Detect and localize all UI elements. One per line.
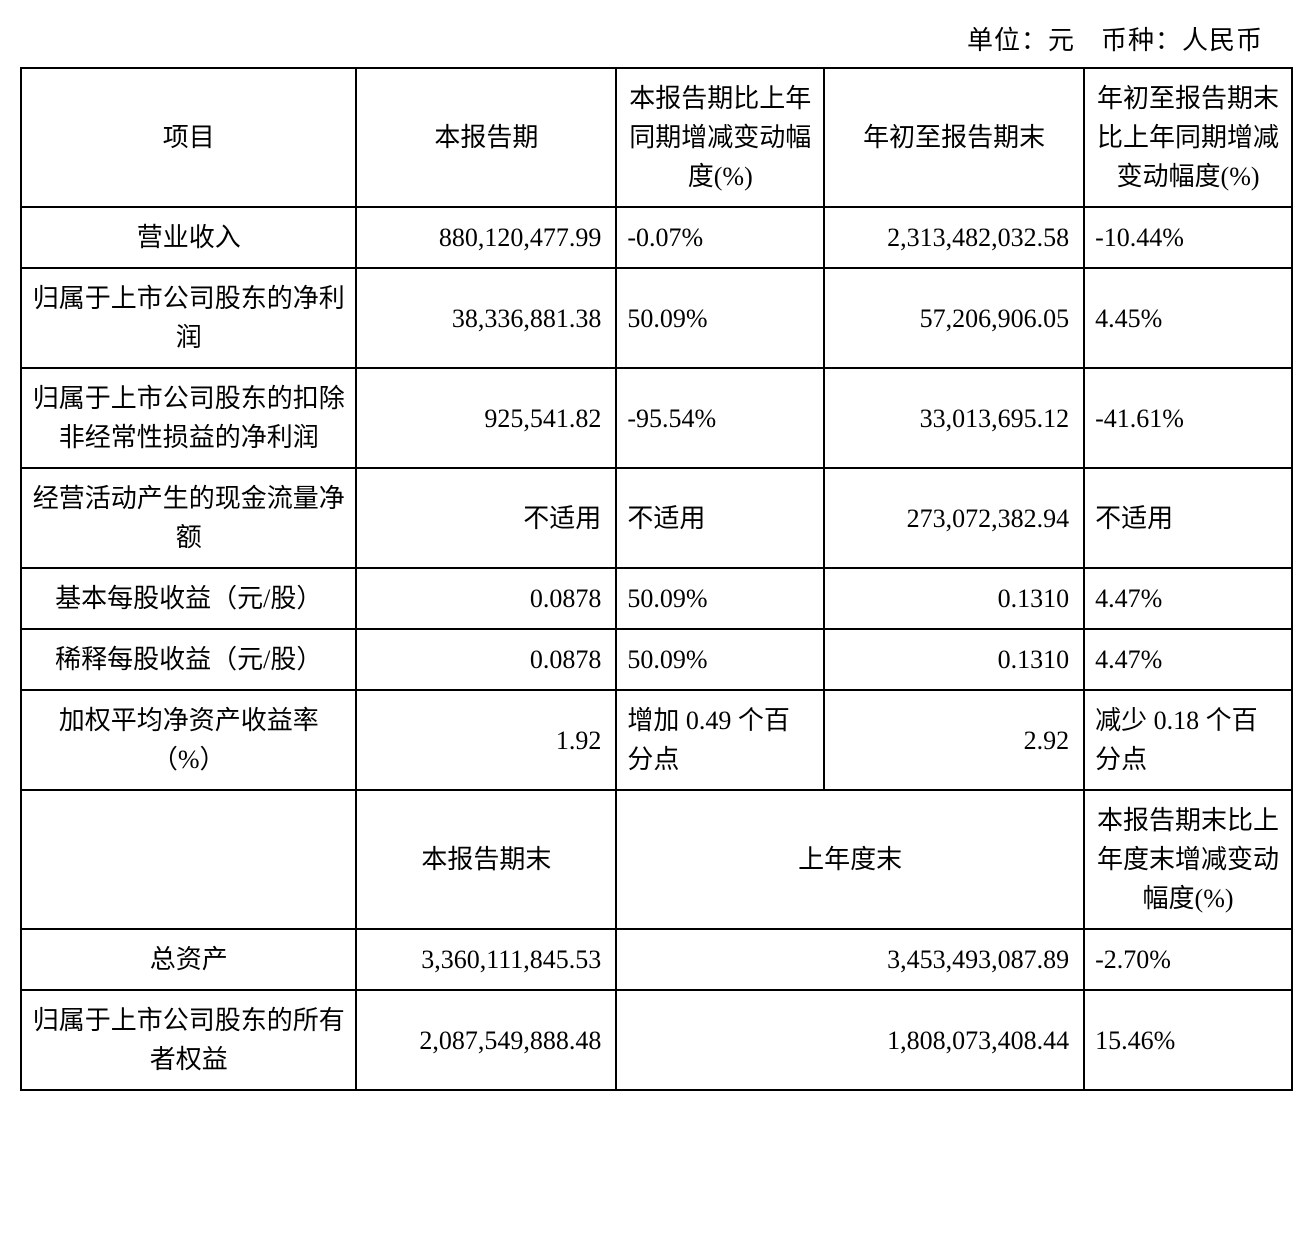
cell-end-change: -2.70% xyxy=(1084,929,1292,990)
cell-item: 营业收入 xyxy=(21,207,356,268)
cell-ytd-value: 57,206,906.05 xyxy=(824,268,1084,368)
cell-period-value: 1.92 xyxy=(356,690,616,790)
cell-period-value: 不适用 xyxy=(356,468,616,568)
cell-item: 归属于上市公司股东的所有者权益 xyxy=(21,990,356,1090)
cell-period-value: 0.0878 xyxy=(356,568,616,629)
table-row: 归属于上市公司股东的扣除非经常性损益的净利润925,541.82-95.54%3… xyxy=(21,368,1292,468)
currency-label: 币种：人民币 xyxy=(1101,26,1263,55)
cell-ytd-change: 不适用 xyxy=(1084,468,1292,568)
cell-ytd-value: 273,072,382.94 xyxy=(824,468,1084,568)
cell-period-change: -0.07% xyxy=(616,207,824,268)
cell-ytd-change: 减少 0.18 个百分点 xyxy=(1084,690,1292,790)
cell-period-change: -95.54% xyxy=(616,368,824,468)
table-row: 稀释每股收益（元/股）0.087850.09%0.13104.47% xyxy=(21,629,1292,690)
cell-period-end-value: 3,360,111,845.53 xyxy=(356,929,616,990)
header-row-2: 本报告期末上年度末本报告期末比上年度末增减变动幅度(%) xyxy=(21,790,1292,929)
col-header-prev-year-end: 上年度末 xyxy=(616,790,1084,929)
col-header-item: 项目 xyxy=(21,68,356,207)
cell-ytd-value: 33,013,695.12 xyxy=(824,368,1084,468)
cell-ytd-change: -10.44% xyxy=(1084,207,1292,268)
unit-label: 单位：元 xyxy=(967,26,1075,55)
cell-ytd-change: 4.47% xyxy=(1084,568,1292,629)
cell-period-change: 50.09% xyxy=(616,568,824,629)
cell-item: 稀释每股收益（元/股） xyxy=(21,629,356,690)
table-container: 单位：元币种：人民币 项目本报告期本报告期比上年同期增减变动幅度(%)年初至报告… xyxy=(20,20,1293,1091)
cell-ytd-change: 4.47% xyxy=(1084,629,1292,690)
table-row: 经营活动产生的现金流量净额不适用不适用273,072,382.94不适用 xyxy=(21,468,1292,568)
cell-ytd-change: 4.45% xyxy=(1084,268,1292,368)
table-row: 归属于上市公司股东的净利润38,336,881.3850.09%57,206,9… xyxy=(21,268,1292,368)
col-header-end-change: 本报告期末比上年度末增减变动幅度(%) xyxy=(1084,790,1292,929)
cell-period-value: 38,336,881.38 xyxy=(356,268,616,368)
cell-ytd-value: 0.1310 xyxy=(824,568,1084,629)
col-header-blank xyxy=(21,790,356,929)
cell-end-change: 15.46% xyxy=(1084,990,1292,1090)
cell-ytd-value: 2,313,482,032.58 xyxy=(824,207,1084,268)
header-row-1: 项目本报告期本报告期比上年同期增减变动幅度(%)年初至报告期末年初至报告期末比上… xyxy=(21,68,1292,207)
cell-period-value: 880,120,477.99 xyxy=(356,207,616,268)
cell-period-change: 不适用 xyxy=(616,468,824,568)
col-header-period-change: 本报告期比上年同期增减变动幅度(%) xyxy=(616,68,824,207)
cell-item: 经营活动产生的现金流量净额 xyxy=(21,468,356,568)
cell-period-change: 50.09% xyxy=(616,268,824,368)
table-row: 总资产3,360,111,845.533,453,493,087.89-2.70… xyxy=(21,929,1292,990)
cell-prev-year-end-value: 1,808,073,408.44 xyxy=(616,990,1084,1090)
cell-ytd-value: 0.1310 xyxy=(824,629,1084,690)
cell-item: 归属于上市公司股东的净利润 xyxy=(21,268,356,368)
cell-item: 归属于上市公司股东的扣除非经常性损益的净利润 xyxy=(21,368,356,468)
cell-item: 基本每股收益（元/股） xyxy=(21,568,356,629)
cell-ytd-value: 2.92 xyxy=(824,690,1084,790)
table-row: 基本每股收益（元/股）0.087850.09%0.13104.47% xyxy=(21,568,1292,629)
cell-period-change: 50.09% xyxy=(616,629,824,690)
cell-period-end-value: 2,087,549,888.48 xyxy=(356,990,616,1090)
cell-period-value: 0.0878 xyxy=(356,629,616,690)
col-header-period: 本报告期 xyxy=(356,68,616,207)
cell-prev-year-end-value: 3,453,493,087.89 xyxy=(616,929,1084,990)
cell-period-change: 增加 0.49 个百分点 xyxy=(616,690,824,790)
table-row: 加权平均净资产收益率（%）1.92增加 0.49 个百分点2.92减少 0.18… xyxy=(21,690,1292,790)
financial-table: 项目本报告期本报告期比上年同期增减变动幅度(%)年初至报告期末年初至报告期末比上… xyxy=(20,67,1293,1091)
cell-ytd-change: -41.61% xyxy=(1084,368,1292,468)
cell-item: 总资产 xyxy=(21,929,356,990)
col-header-period-end: 本报告期末 xyxy=(356,790,616,929)
col-header-ytd: 年初至报告期末 xyxy=(824,68,1084,207)
table-row: 归属于上市公司股东的所有者权益2,087,549,888.481,808,073… xyxy=(21,990,1292,1090)
col-header-ytd-change: 年初至报告期末比上年同期增减变动幅度(%) xyxy=(1084,68,1292,207)
table-row: 营业收入880,120,477.99-0.07%2,313,482,032.58… xyxy=(21,207,1292,268)
cell-period-value: 925,541.82 xyxy=(356,368,616,468)
cell-item: 加权平均净资产收益率（%） xyxy=(21,690,356,790)
unit-currency-line: 单位：元币种：人民币 xyxy=(20,20,1293,67)
